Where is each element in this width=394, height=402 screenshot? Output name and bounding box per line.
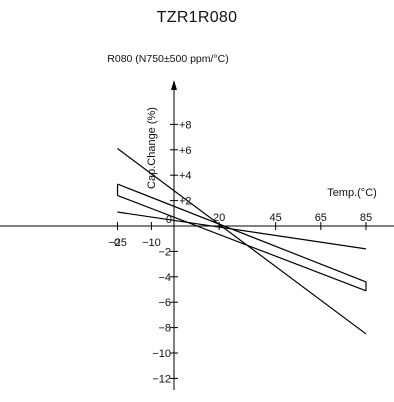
tick-labels: −25 −10 0 20 45 65 85 +8 +6 +4 +2 0 −2 −4 −6 −8 −10 −12 [108,119,372,385]
y-tick-label: +6 [179,145,192,157]
y-axis-label: Cap.Change (%) [146,107,158,189]
y-tick-label: +2 [179,196,192,208]
x-tick-label: 20 [213,212,225,224]
axes [0,80,394,390]
y-tick-label: +4 [179,170,192,182]
y-tick-label: −12 [152,373,171,385]
x-tick-label: 0 [114,237,120,249]
y-tick-label: −8 [158,323,171,335]
y-tick-label: −10 [152,348,171,360]
x-tick-label: −25 [108,237,127,249]
y-tick-label: −4 [158,272,171,284]
y-axis-arrow [171,80,177,90]
x-tick-label: 45 [270,212,282,224]
x-tick-label: 85 [360,212,372,224]
y-tick-label: −6 [158,297,171,309]
x-axis-label: Temp.(°C) [327,187,377,199]
y-tick-label: −2 [158,246,171,258]
chart-subtitle: R080 (N750±500 ppm/°C) [107,53,228,65]
series-layer [116,148,367,335]
chart-title: TZR1R080 [156,9,238,26]
series-line-4 [117,211,367,250]
y-tick-label: +8 [179,119,192,131]
series-line-2 [117,183,367,283]
series-line-3 [117,194,367,292]
y-tick-label: 0 [166,214,172,226]
x-tick-label: 65 [315,212,327,224]
x-tick-label: −10 [142,237,161,249]
series-line-1 [117,148,367,335]
